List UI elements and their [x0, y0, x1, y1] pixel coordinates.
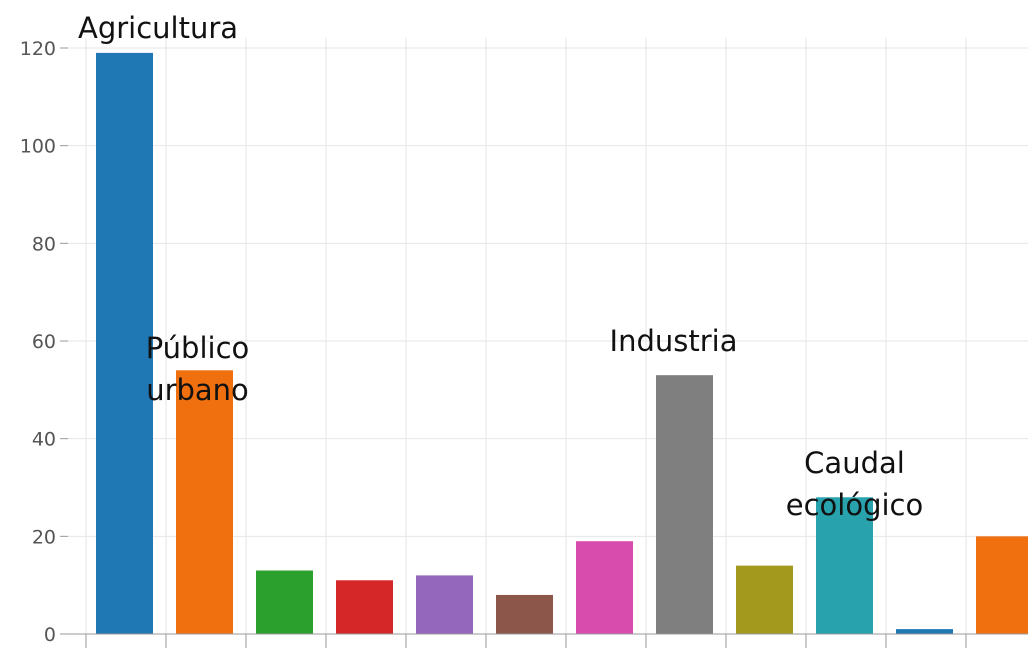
bar — [496, 594, 553, 634]
bar — [416, 575, 473, 634]
y-tick-label: 60 — [32, 331, 56, 353]
y-tick-label: 80 — [32, 233, 56, 255]
y-tick-label: 0 — [44, 624, 56, 646]
y-tick-label: 100 — [20, 136, 56, 158]
y-tick-label: 120 — [20, 38, 56, 60]
bar — [656, 375, 713, 634]
annotation-label: Público — [146, 331, 250, 365]
y-tick-label: 40 — [32, 429, 56, 451]
bar — [256, 570, 313, 634]
bar — [176, 370, 233, 634]
grid-lines — [68, 38, 1028, 634]
y-tick-label: 20 — [32, 526, 56, 548]
y-axis-ticks: 0 20 40 60 80 100 120 — [20, 38, 68, 646]
bar — [576, 541, 633, 634]
bar — [96, 52, 153, 634]
annotation-label: Caudal — [804, 446, 905, 480]
bars — [96, 52, 1028, 634]
axes — [68, 633, 1028, 648]
bar — [976, 536, 1028, 634]
bar — [816, 497, 873, 634]
bar — [736, 565, 793, 634]
annotation-label: Industria — [610, 324, 738, 358]
annotation-label: Agricultura — [78, 11, 238, 45]
annotation-label: urbano — [146, 373, 249, 407]
bar — [336, 580, 393, 634]
annotation-label: ecológico — [786, 488, 923, 522]
bar — [896, 629, 953, 634]
annotations: Agricultura Público urbano Industria Caudal e… — [78, 11, 923, 522]
